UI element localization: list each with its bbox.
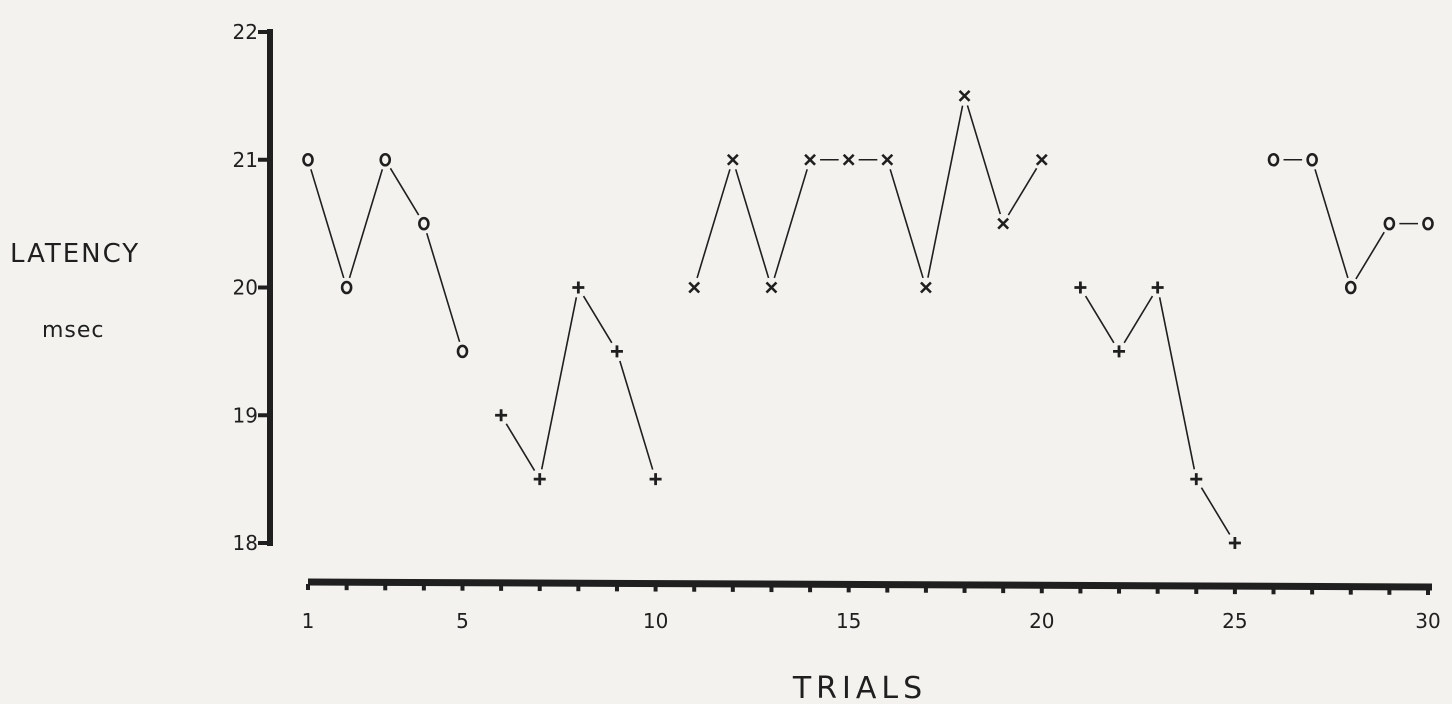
y-tick-label: 21 xyxy=(233,148,258,172)
series-line xyxy=(889,169,924,279)
series-line xyxy=(505,423,536,471)
data-point-cross xyxy=(804,153,816,166)
series-2 xyxy=(495,281,662,486)
y-tick-label: 18 xyxy=(233,531,258,555)
series-line xyxy=(389,167,420,216)
y-tick-label: 19 xyxy=(233,403,258,427)
data-point-cross xyxy=(997,217,1010,230)
series-line xyxy=(348,169,384,279)
data-point-plus xyxy=(495,409,508,422)
x-tick-label: 30 xyxy=(1415,609,1440,633)
series-line xyxy=(1084,295,1115,344)
data-point-circle xyxy=(418,216,430,231)
data-point-circle xyxy=(379,152,392,167)
data-point-plus xyxy=(1074,281,1087,294)
data-point-circle xyxy=(1344,280,1357,295)
data-point-cross xyxy=(1035,153,1048,166)
series-line xyxy=(773,169,808,279)
series-line xyxy=(540,297,578,470)
y-tick-label: 20 xyxy=(233,276,258,300)
data-point-cross xyxy=(765,281,778,294)
series-line xyxy=(1123,295,1154,344)
x-tick-label: 5 xyxy=(456,609,469,633)
x-tick-labels: 1 5 10 15 20 25 30 xyxy=(302,609,1441,633)
data-point-cross xyxy=(842,153,855,166)
data-point-plus xyxy=(1190,473,1203,486)
y-axis-label: LATENCY xyxy=(10,239,140,269)
series-line xyxy=(927,105,964,278)
y-tick-labels: 18 19 20 21 22 xyxy=(233,20,258,555)
data-point-circle xyxy=(302,152,314,167)
data-point-plus xyxy=(572,281,585,294)
series-line xyxy=(1314,169,1349,279)
series-line xyxy=(1200,487,1231,535)
data-point-plus xyxy=(1228,537,1241,549)
x-tick-label: 25 xyxy=(1222,609,1247,633)
axes xyxy=(258,29,1433,595)
series-line xyxy=(425,232,461,343)
data-point-cross xyxy=(726,153,739,166)
data-point-circle xyxy=(340,280,353,295)
x-axis-label: TRIALS xyxy=(792,671,927,704)
series-line xyxy=(966,105,1002,215)
x-tick-label: 20 xyxy=(1029,609,1054,633)
data-point-circle xyxy=(1267,152,1280,167)
data-point-cross xyxy=(881,153,894,166)
data-point-plus xyxy=(533,473,546,486)
x-tick-label: 15 xyxy=(836,609,861,633)
data-point-cross xyxy=(688,281,701,294)
data-point-plus xyxy=(1113,345,1126,358)
data-point-circle xyxy=(1306,152,1318,167)
data-point-circle xyxy=(1383,216,1396,231)
series-line xyxy=(619,360,654,470)
series-line xyxy=(696,169,731,279)
data-point-circle xyxy=(456,344,469,359)
x-tick-label: 10 xyxy=(643,609,668,633)
y-tick-label: 22 xyxy=(233,20,258,44)
series-line xyxy=(1158,297,1196,470)
x-axis-line xyxy=(307,578,1433,591)
x-tick-label: 1 xyxy=(302,609,315,633)
data-point-circle xyxy=(1422,216,1434,231)
series-line xyxy=(310,169,345,279)
data-point-plus xyxy=(649,473,662,486)
series-5 xyxy=(1267,152,1434,295)
series-line xyxy=(582,295,613,344)
series-line xyxy=(1007,167,1038,216)
data-point-cross xyxy=(958,89,971,102)
y-axis-unit-label: msec xyxy=(42,318,105,343)
data-point-plus xyxy=(1151,281,1164,294)
series-line xyxy=(1355,231,1385,280)
series-4 xyxy=(1074,281,1241,549)
series-line xyxy=(734,169,770,279)
data-point-plus xyxy=(610,345,623,358)
data-point-cross xyxy=(920,281,932,294)
series-1 xyxy=(302,152,469,359)
data-series xyxy=(302,89,1434,549)
series-3 xyxy=(688,89,1048,294)
